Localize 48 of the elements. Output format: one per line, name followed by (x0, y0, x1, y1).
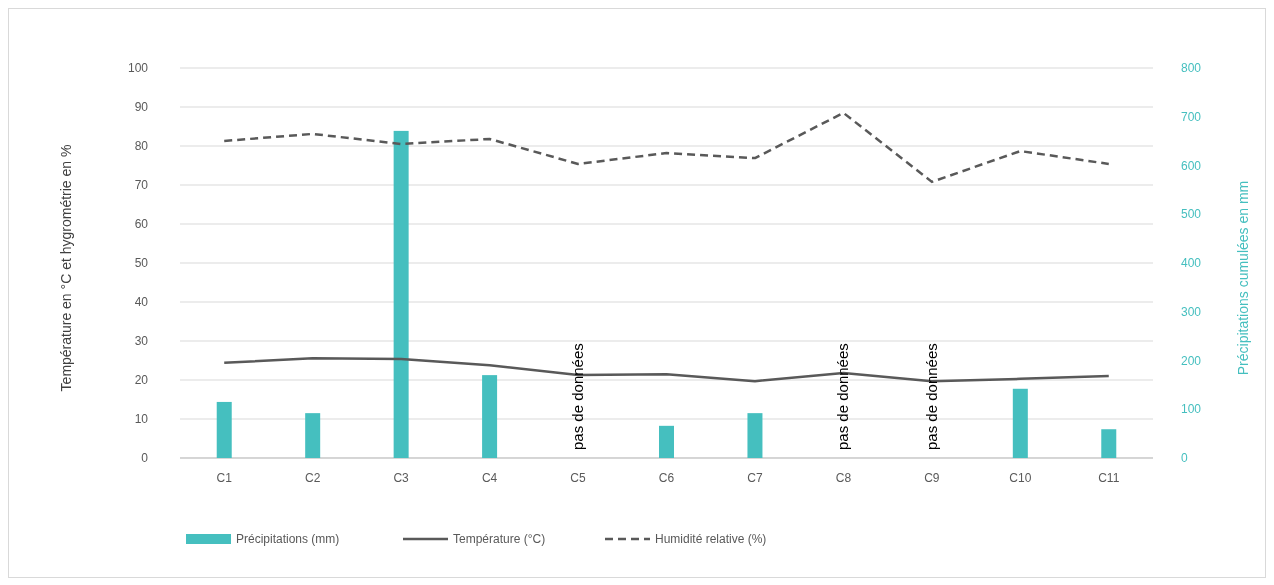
y2-tick-label: 100 (1181, 402, 1202, 417)
bar (216, 401, 232, 458)
annotation: pas de données (569, 343, 587, 450)
y-tick-label: 0 (141, 451, 149, 466)
bar (1101, 429, 1117, 458)
y-tick-label: 50 (134, 256, 149, 271)
bar (1012, 388, 1028, 458)
x-tick-label: C8 (835, 471, 852, 485)
bar (393, 130, 409, 458)
y-tick-label: 70 (134, 178, 149, 193)
x-tick-label: C2 (305, 471, 321, 485)
y-tick-label: 60 (134, 217, 149, 232)
legend-label: Précipitations (mm) (236, 532, 340, 547)
x-tick-label: C3 (393, 471, 410, 485)
y2-tick-label: 300 (1181, 304, 1202, 319)
y-tick-label: 30 (134, 334, 149, 349)
bar (747, 413, 763, 458)
y-tick-label: 20 (134, 373, 149, 388)
line-series (222, 111, 1111, 184)
x-tick-label: C4 (481, 471, 498, 485)
y-axis-title: Température en °C et hygrométrie en % (58, 144, 74, 392)
bar (305, 413, 321, 458)
y2-tick-label: 700 (1181, 109, 1202, 124)
y-tick-label: 80 (134, 139, 149, 154)
y2-tick-label: 0 (1181, 451, 1188, 466)
x-tick-label: C7 (747, 471, 763, 485)
y-tick-label: 40 (134, 295, 149, 310)
y2-tick-label: 800 (1181, 61, 1202, 76)
legend-label: Humidité relative (%) (655, 532, 767, 547)
x-tick-label: C5 (570, 471, 587, 485)
y-tick-label: 100 (127, 61, 149, 76)
y2-tick-label: 600 (1181, 158, 1202, 173)
y2-axis-title: Précipitations cumulées en mm (1235, 180, 1251, 376)
legend-label: Température (°C) (453, 532, 546, 547)
x-tick-label: C9 (924, 471, 940, 485)
y2-tick-label: 400 (1181, 256, 1202, 271)
y-tick-label: 10 (134, 412, 149, 427)
bar (659, 425, 674, 458)
x-tick-label: C1 (216, 471, 233, 485)
y-tick-label: 90 (134, 100, 149, 115)
x-tick-label: C10 (1009, 471, 1032, 485)
annotation: pas de données (834, 343, 852, 450)
annotation: pas de données (922, 343, 940, 450)
y2-tick-label: 200 (1181, 353, 1202, 368)
x-tick-label: C11 (1098, 471, 1120, 485)
y2-tick-label: 500 (1181, 207, 1202, 222)
x-tick-label: C6 (658, 471, 675, 485)
bar (482, 375, 498, 458)
